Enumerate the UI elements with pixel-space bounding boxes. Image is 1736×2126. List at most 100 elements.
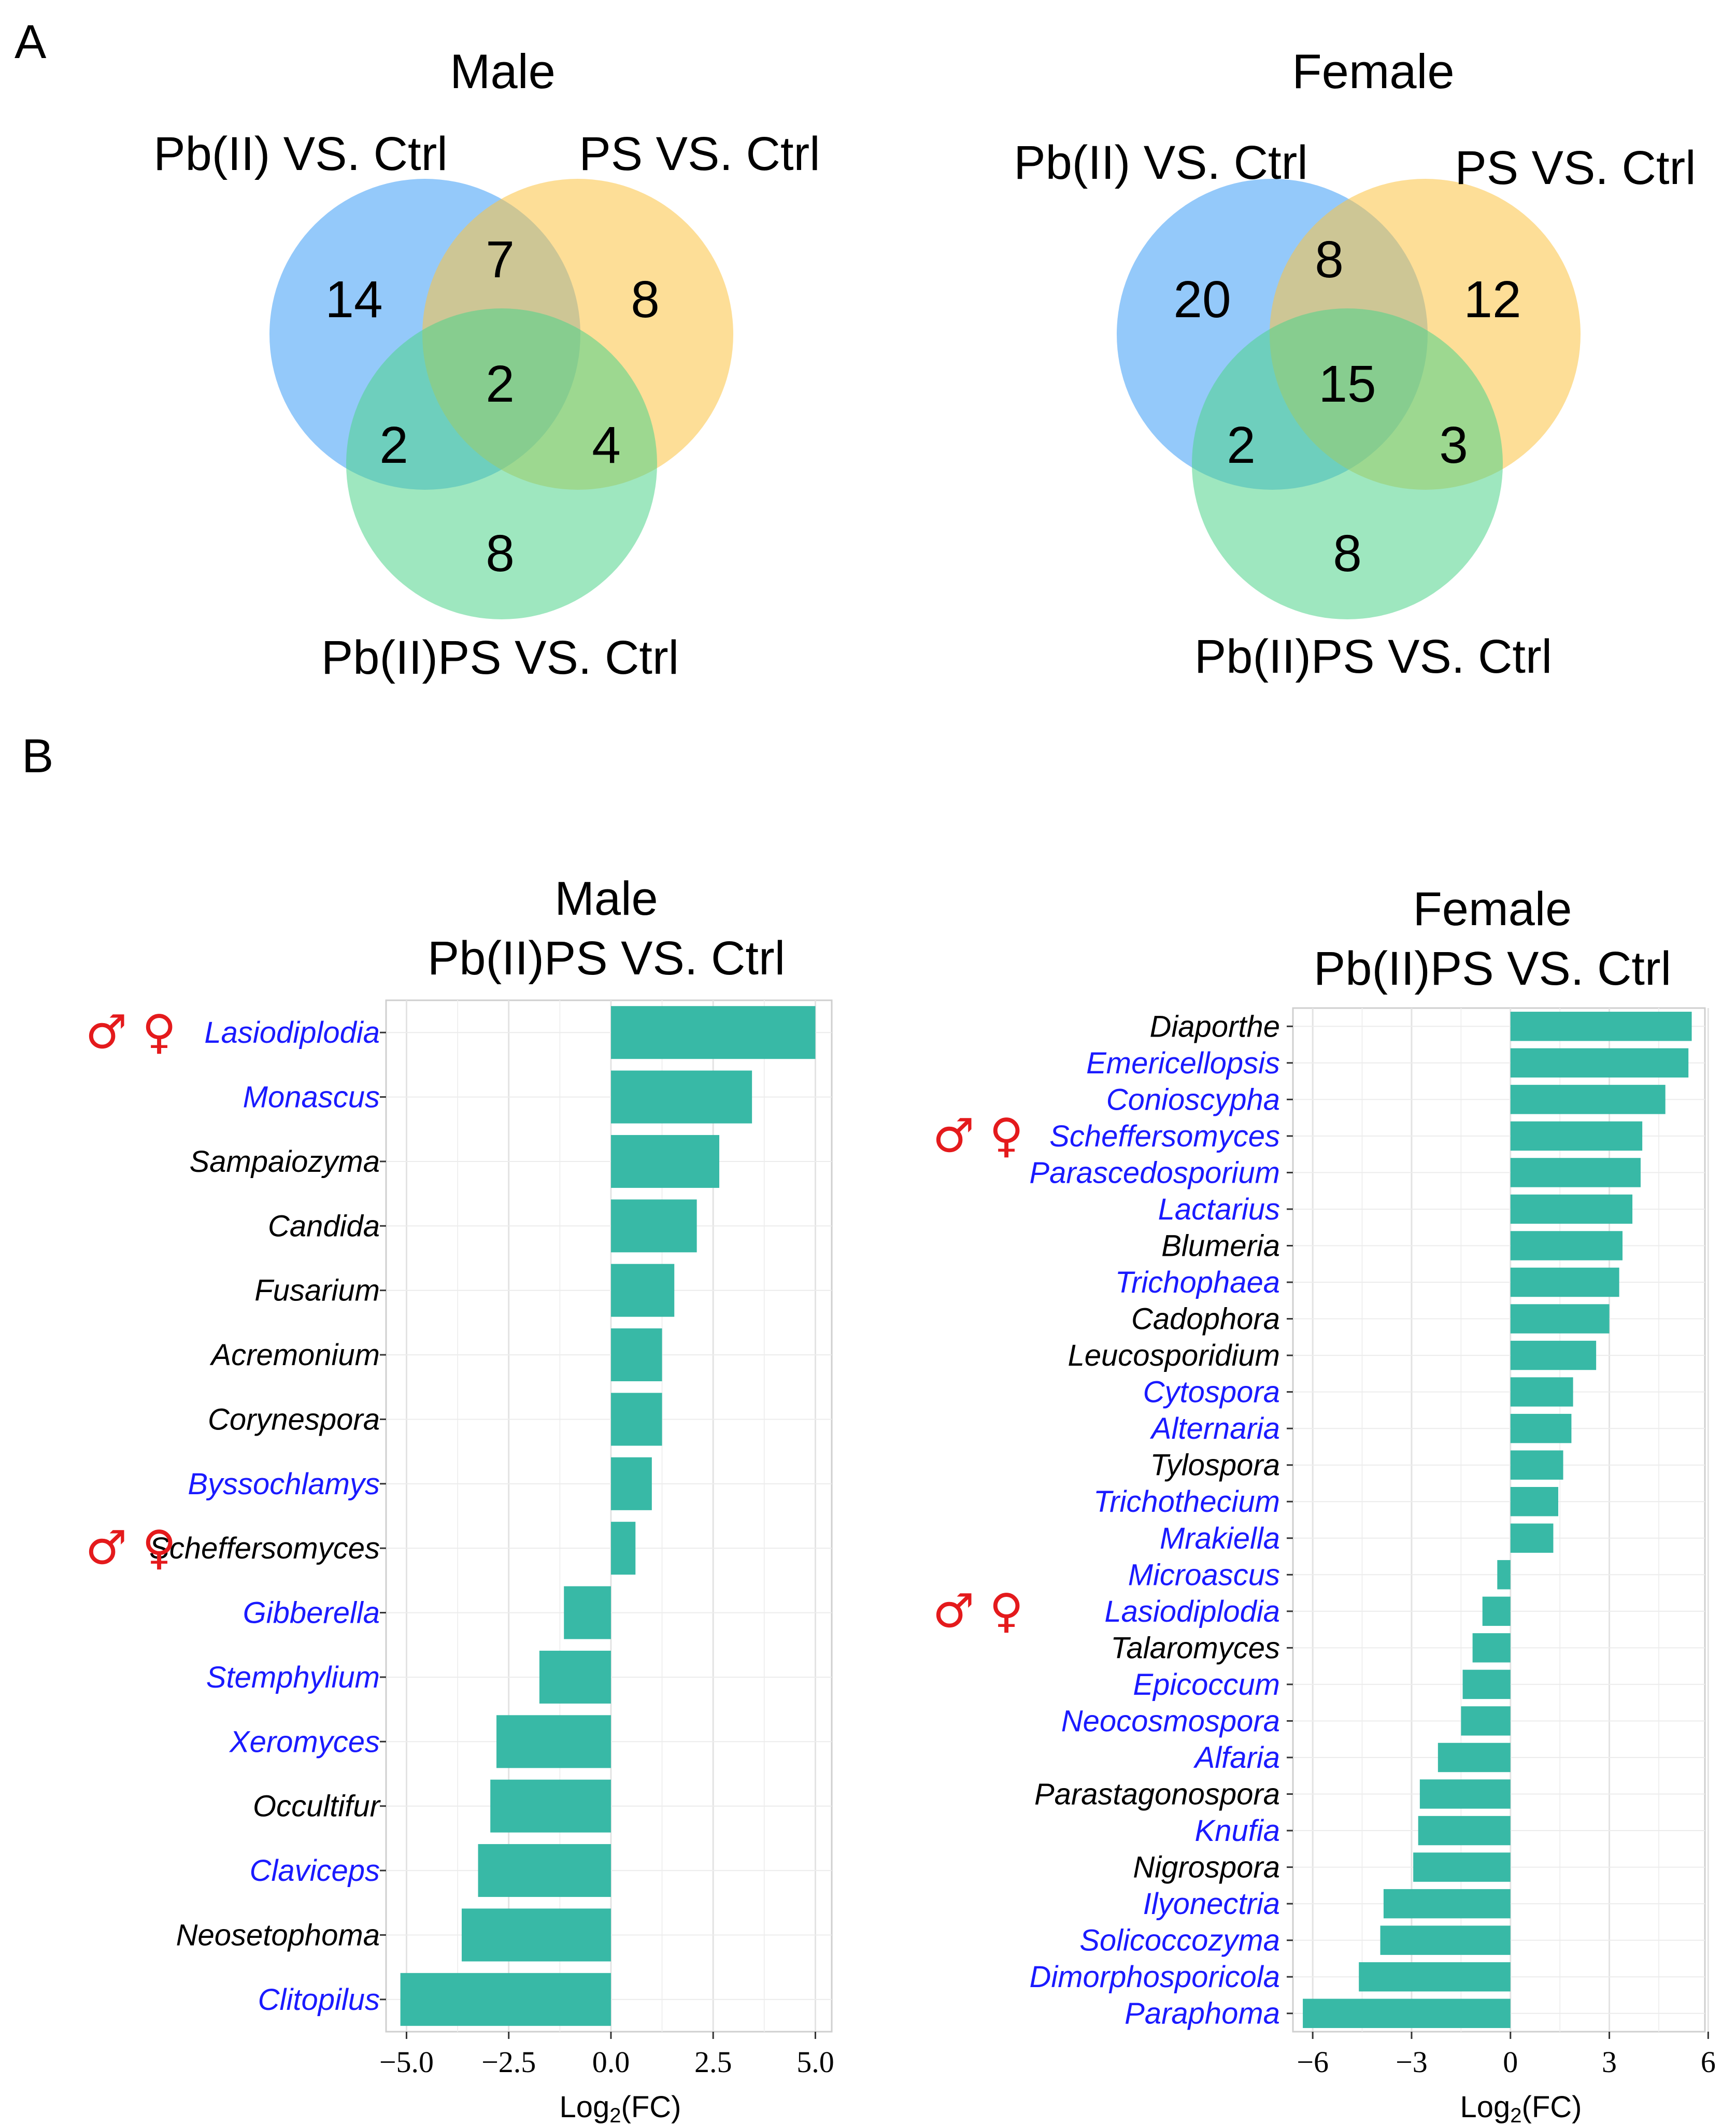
chart-female-x-tick-label: 3 <box>1602 2045 1617 2079</box>
chart-female-category-label-epicoccum: Epicoccum <box>1133 1668 1280 1702</box>
venn-female-count-pbps-only: 8 <box>1333 525 1362 583</box>
chart-male-x-tick-label: −5.0 <box>379 2045 434 2079</box>
chart-female-bar-neocosmospora <box>1461 1706 1511 1736</box>
venn-male-count-all: 2 <box>486 355 515 413</box>
venn-female-count-pb-ps: 8 <box>1315 231 1344 289</box>
chart-female-category-label-mrakiella: Mrakiella <box>1160 1522 1280 1555</box>
venn-male-set-pb: Pb(II) VS. Ctrl <box>153 127 447 180</box>
chart-female-title-line1: Female <box>1413 883 1572 936</box>
chart-female-bar-emericellopsis <box>1510 1048 1689 1078</box>
chart-male-category-label-corynespora: Corynespora <box>208 1402 380 1436</box>
chart-male-category-label-candida: Candida <box>268 1209 380 1243</box>
chart-female-category-label-leucosporidium: Leucosporidium <box>1068 1339 1280 1372</box>
chart-female-bar-dimorphosporicola <box>1359 1962 1511 1992</box>
bar-chart-female: Female Pb(II)PS VS. Ctrl DiaportheEmeric… <box>933 883 1716 2126</box>
chart-female-title-line2: Pb(II)PS VS. Ctrl <box>1314 942 1671 995</box>
chart-male-category-label-monascus: Monascus <box>243 1081 380 1114</box>
chart-female-category-label-ilyonectria: Ilyonectria <box>1143 1887 1280 1921</box>
chart-female-category-label-dimorphosporicola: Dimorphosporicola <box>1029 1960 1280 1994</box>
chart-female-bar-ilyonectria <box>1383 1889 1511 1919</box>
chart-male-bar-neosetophoma <box>461 1908 611 1962</box>
chart-male-category-label-clitopilus: Clitopilus <box>258 1983 380 2017</box>
chart-male-bar-scheffersomyces <box>610 1522 636 1575</box>
bar-chart-male: Male Pb(II)PS VS. Ctrl Lasiodiplodia ♂ ♀ M… <box>86 872 834 2126</box>
chart-female-category-label-scheffersomyces: Scheffersomyces <box>1049 1119 1280 1153</box>
chart-male-category-label-acremonium: Acremonium <box>209 1338 380 1372</box>
venn-male-count-pb-pbps: 2 <box>379 416 408 474</box>
chart-female-category-label-talaromyces: Talaromyces <box>1111 1631 1280 1665</box>
venn-female-count-pb-pbps: 2 <box>1227 416 1256 474</box>
chart-female-bar-solicoccozyma <box>1380 1925 1511 1955</box>
chart-male-category-label-byssochlamys: Byssochlamys <box>188 1467 380 1501</box>
chart-female-category-label-nigrospora: Nigrospora <box>1133 1851 1280 1884</box>
chart-male-bar-monascus <box>610 1070 752 1124</box>
chart-female-bar-cytospora <box>1510 1377 1573 1407</box>
chart-female-category-label-conioscypha: Conioscypha <box>1106 1083 1280 1116</box>
chart-male-bar-fusarium <box>610 1264 675 1317</box>
chart-female-bar-lasiodiplodia <box>1482 1596 1511 1626</box>
chart-male-category-label-fusarium: Fusarium <box>254 1274 380 1308</box>
chart-female-category-label-trichothecium: Trichothecium <box>1093 1485 1280 1519</box>
chart-female-category-label-solicoccozyma: Solicoccozyma <box>1079 1924 1280 1958</box>
chart-male-x-axis-label: Log2(FC) <box>560 2090 681 2126</box>
chart-female-bar-diaporthe <box>1510 1012 1692 1041</box>
chart-female-category-label-cytospora: Cytospora <box>1143 1376 1280 1409</box>
chart-female-bar-microascus <box>1497 1560 1511 1590</box>
chart-female-x-axis-label-sub: 2 <box>1510 2104 1521 2126</box>
panel-label-a: A <box>15 16 47 68</box>
chart-female-category-label-parastagonospora: Parastagonospora <box>1034 1778 1280 1811</box>
chart-male-x-tick-label: 2.5 <box>694 2045 732 2079</box>
venn-male-count-pb-only: 14 <box>325 271 382 329</box>
venn-female-set-ps: PS VS. Ctrl <box>1455 141 1696 194</box>
chart-female-bar-lactarius <box>1510 1194 1633 1224</box>
chart-male-bar-sampaiozyma <box>610 1135 720 1188</box>
chart-male-plot-area: Lasiodiplodia ♂ ♀ Monascus Sampaiozyma Candi… <box>86 999 834 2079</box>
chart-male-x-tick-label: 5.0 <box>796 2045 834 2079</box>
chart-male-category-label-gibberella: Gibberella <box>243 1596 380 1630</box>
chart-female-category-label-lasiodiplodia: Lasiodiplodia <box>1104 1595 1280 1628</box>
chart-female-plot-area: DiaportheEmericellopsisConioscyphaScheff… <box>933 1007 1716 2079</box>
venn-male-count-pb-ps: 7 <box>486 231 515 289</box>
chart-female-bar-trichothecium <box>1510 1487 1558 1516</box>
chart-male-bar-candida <box>610 1199 697 1253</box>
chart-female-bar-conioscypha <box>1510 1085 1666 1114</box>
chart-female-category-label-neocosmospora: Neocosmospora <box>1061 1704 1280 1738</box>
chart-male-category-label-claviceps: Claviceps <box>250 1854 380 1888</box>
chart-male-x-tick-label: −2.5 <box>481 2045 536 2079</box>
venn-male-count-pbps-only: 8 <box>486 525 515 583</box>
chart-male-bar-acremonium <box>610 1328 662 1382</box>
chart-male-title-line2: Pb(II)PS VS. Ctrl <box>428 932 785 985</box>
chart-male-bar-occultifur <box>490 1779 611 1833</box>
chart-male-category-label-sampaiozyma: Sampaiozyma <box>190 1145 380 1179</box>
chart-female-category-label-lactarius: Lactarius <box>1158 1193 1280 1226</box>
chart-male-bar-xeromyces <box>496 1715 611 1768</box>
venn-female-circle-pbps <box>1192 308 1503 619</box>
venn-male-set-ps: PS VS. Ctrl <box>579 127 820 180</box>
chart-male-x-axis-label-tail: (FC) <box>621 2090 681 2124</box>
venn-female-count-ps-pbps: 3 <box>1439 416 1468 474</box>
venn-male-title: Male <box>450 44 556 98</box>
chart-female-category-label-alternaria: Alternaria <box>1150 1412 1280 1445</box>
chart-female-x-tick-label: 0 <box>1503 2045 1518 2079</box>
chart-female-x-axis-label: Log2(FC) <box>1460 2090 1582 2126</box>
chart-female-category-label-blumeria: Blumeria <box>1161 1229 1280 1263</box>
chart-male-x-axis-label-main: Log <box>560 2090 610 2124</box>
venn-male-count-ps-only: 8 <box>631 271 660 329</box>
venn-female-count-all: 15 <box>1318 355 1376 413</box>
venn-female-title: Female <box>1292 44 1454 98</box>
venn-male: Male Pb(II) VS. Ctrl PS VS. Ctrl Pb(II)P… <box>153 44 820 684</box>
chart-female-x-tick-label: 6 <box>1701 2045 1716 2079</box>
venn-female-count-ps-only: 12 <box>1463 271 1521 329</box>
venn-female: Female Pb(II) VS. Ctrl PS VS. Ctrl Pb(II… <box>1014 44 1696 683</box>
chart-female-category-label-diaporthe: Diaporthe <box>1150 1010 1280 1043</box>
venn-female-set-pb: Pb(II) VS. Ctrl <box>1014 136 1307 189</box>
venn-male-set-pbps: Pb(II)PS VS. Ctrl <box>321 631 679 684</box>
chart-female-category-label-knufia: Knufia <box>1195 1814 1280 1848</box>
venn-male-circle-pbps <box>346 308 657 619</box>
chart-male-category-label-neosetophoma: Neosetophoma <box>176 1918 380 1952</box>
chart-female-bar-cadophora <box>1510 1304 1610 1334</box>
chart-male-title-line1: Male <box>554 872 658 925</box>
chart-male-x-tick-label: 0.0 <box>592 2045 630 2079</box>
chart-male-bar-lasiodiplodia <box>610 1006 816 1059</box>
